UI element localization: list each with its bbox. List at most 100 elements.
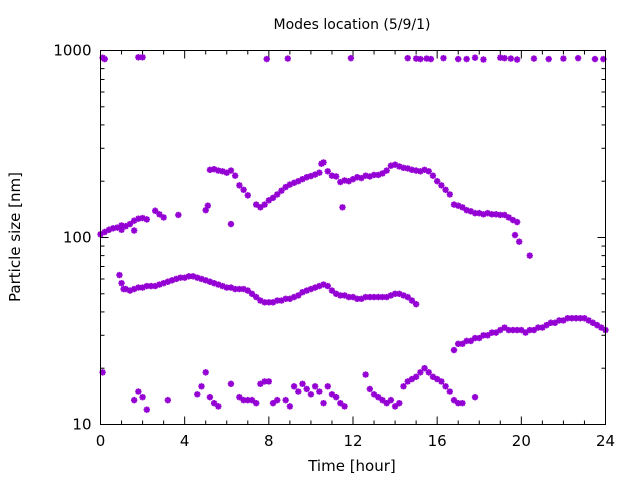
data-point — [135, 54, 142, 61]
data-point — [332, 290, 340, 297]
data-point — [438, 182, 445, 189]
data-point — [198, 383, 205, 390]
data-point — [206, 393, 214, 401]
data-point — [316, 282, 323, 290]
data-point — [257, 380, 264, 388]
data-point — [286, 295, 294, 303]
data-point — [341, 292, 348, 299]
y-tick-label: 100 — [63, 229, 92, 247]
data-point — [139, 284, 146, 291]
data-point — [574, 54, 582, 62]
data-point — [278, 187, 285, 194]
data-point — [433, 375, 441, 383]
data-point — [488, 211, 496, 218]
data-point — [278, 297, 285, 304]
data-point — [202, 277, 209, 284]
data-point — [518, 326, 525, 334]
data-point — [231, 172, 239, 179]
data-point — [139, 393, 146, 401]
data-point — [152, 282, 159, 290]
data-point — [455, 399, 462, 407]
data-point — [370, 391, 378, 398]
data-point — [101, 228, 108, 236]
data-point — [122, 285, 129, 293]
data-point — [551, 319, 559, 326]
data-point — [556, 317, 563, 324]
data-point — [231, 285, 239, 293]
data-point — [290, 383, 298, 390]
data-point — [320, 399, 327, 407]
data-point — [455, 55, 462, 63]
data-point — [433, 178, 441, 185]
data-point — [219, 282, 226, 290]
data-point — [362, 293, 369, 301]
data-point — [375, 171, 382, 179]
data-point — [522, 329, 529, 336]
data-point — [446, 388, 453, 395]
data-point — [463, 55, 470, 63]
data-point — [484, 332, 491, 339]
data-point — [143, 282, 150, 290]
data-point — [484, 209, 491, 217]
data-point — [152, 207, 159, 214]
data-point — [480, 211, 487, 218]
x-tick-label: 20 — [512, 432, 531, 450]
data-point — [593, 321, 601, 329]
data-point — [516, 238, 523, 245]
data-point — [307, 172, 315, 180]
data-point — [560, 317, 567, 324]
data-point — [530, 55, 538, 62]
data-point — [497, 211, 504, 219]
data-point — [328, 172, 336, 179]
data-point — [286, 403, 294, 410]
data-point — [204, 202, 212, 209]
data-point — [366, 173, 374, 180]
data-point — [202, 206, 209, 214]
x-axis-label: Time [hour] — [307, 457, 396, 475]
data-point — [438, 378, 445, 385]
data-point — [295, 292, 302, 299]
data-point — [341, 177, 348, 184]
data-point — [244, 396, 251, 404]
data-point — [375, 293, 382, 301]
data-point — [248, 290, 256, 297]
data-point — [160, 214, 167, 221]
data-point — [543, 321, 550, 329]
data-point — [219, 168, 226, 175]
x-tick-label: 0 — [96, 432, 106, 450]
data-point — [358, 295, 365, 303]
data-point — [307, 285, 315, 293]
data-point — [177, 274, 184, 281]
data-point — [160, 279, 167, 287]
data-point — [290, 179, 298, 187]
data-point — [339, 204, 346, 211]
data-point — [210, 399, 218, 407]
data-point — [168, 277, 176, 284]
data-point — [547, 319, 554, 326]
data-point — [147, 282, 155, 290]
data-point — [194, 391, 201, 398]
data-point — [189, 273, 197, 280]
data-point — [240, 285, 247, 293]
data-point — [379, 170, 386, 177]
data-point — [412, 167, 420, 174]
data-point — [126, 287, 134, 294]
data-point — [354, 174, 361, 181]
data-point — [459, 340, 466, 348]
data-point — [347, 54, 355, 62]
data-point — [391, 161, 399, 168]
data-point — [577, 315, 584, 322]
data-point — [328, 287, 336, 294]
data-point — [467, 208, 475, 215]
data-point — [223, 169, 230, 176]
data-point — [311, 284, 319, 291]
data-point — [585, 317, 592, 324]
data-point — [116, 271, 123, 279]
data-point — [366, 385, 374, 393]
data-point — [130, 227, 138, 234]
data-point — [303, 174, 310, 181]
data-point — [320, 159, 327, 166]
data-point — [265, 299, 273, 306]
data-point — [400, 164, 407, 171]
data-point — [345, 178, 352, 185]
